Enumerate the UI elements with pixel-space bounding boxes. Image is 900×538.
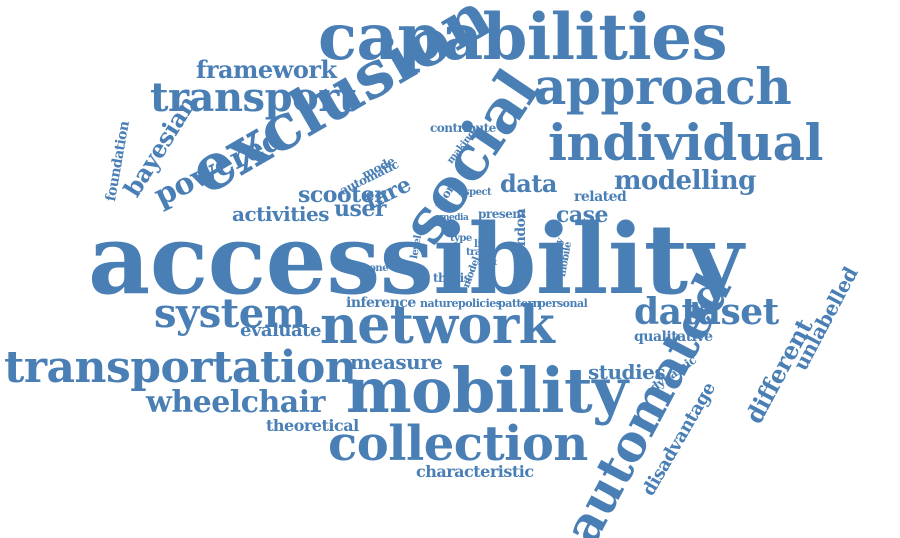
word-limit: limit bbox=[478, 257, 497, 267]
word-transport: transport bbox=[150, 74, 357, 121]
word-phone: phone bbox=[356, 263, 389, 274]
word-user: user bbox=[334, 196, 386, 222]
word-wheelchair: wheelchair bbox=[146, 385, 325, 420]
word-studies: studies bbox=[588, 360, 666, 384]
word-modelling: modelling bbox=[614, 166, 756, 196]
word-system: system bbox=[154, 290, 306, 337]
word-personal: personal bbox=[538, 297, 588, 310]
word-theoretical: theoretical bbox=[266, 416, 359, 435]
word-qualitative: qualitative bbox=[634, 329, 713, 345]
word-individual: individual bbox=[548, 113, 824, 172]
word-related: related bbox=[574, 189, 627, 205]
word-measure: measure bbox=[350, 350, 443, 374]
word-policies: policies bbox=[458, 297, 502, 310]
word-type: type bbox=[450, 233, 472, 244]
word-network: network bbox=[320, 295, 555, 356]
word-data: data bbox=[500, 169, 557, 198]
word-present: present bbox=[478, 207, 526, 221]
word-inference: inference bbox=[346, 295, 416, 311]
word-accessibility: accessibility bbox=[88, 203, 743, 316]
word-thesis: thesis bbox=[433, 271, 470, 285]
word-collection: collection bbox=[328, 416, 588, 472]
word-travel: travel bbox=[466, 247, 496, 258]
word-nature: nature bbox=[420, 297, 459, 310]
word-activities: activities bbox=[232, 202, 330, 226]
word-characteristic: characteristic bbox=[416, 462, 534, 481]
word-framework: framework bbox=[196, 55, 337, 84]
word-pattern: pattern bbox=[498, 297, 541, 310]
word-capabilities: capabilities bbox=[318, 0, 727, 75]
word-transportation: transportation bbox=[4, 342, 357, 393]
word-media: media bbox=[440, 213, 469, 223]
word-london: london bbox=[513, 208, 529, 260]
word-aspect: aspect bbox=[458, 187, 492, 198]
word-case: case bbox=[556, 202, 609, 228]
word-dataset: dataset bbox=[634, 291, 779, 333]
word-approach: approach bbox=[534, 57, 792, 116]
word-link: link bbox=[474, 239, 494, 250]
word-contribute: contribute bbox=[430, 121, 496, 135]
word-scooter: scooter bbox=[298, 182, 386, 208]
word-evaluate: evaluate bbox=[240, 320, 321, 341]
word-mobility: mobility bbox=[346, 354, 628, 427]
